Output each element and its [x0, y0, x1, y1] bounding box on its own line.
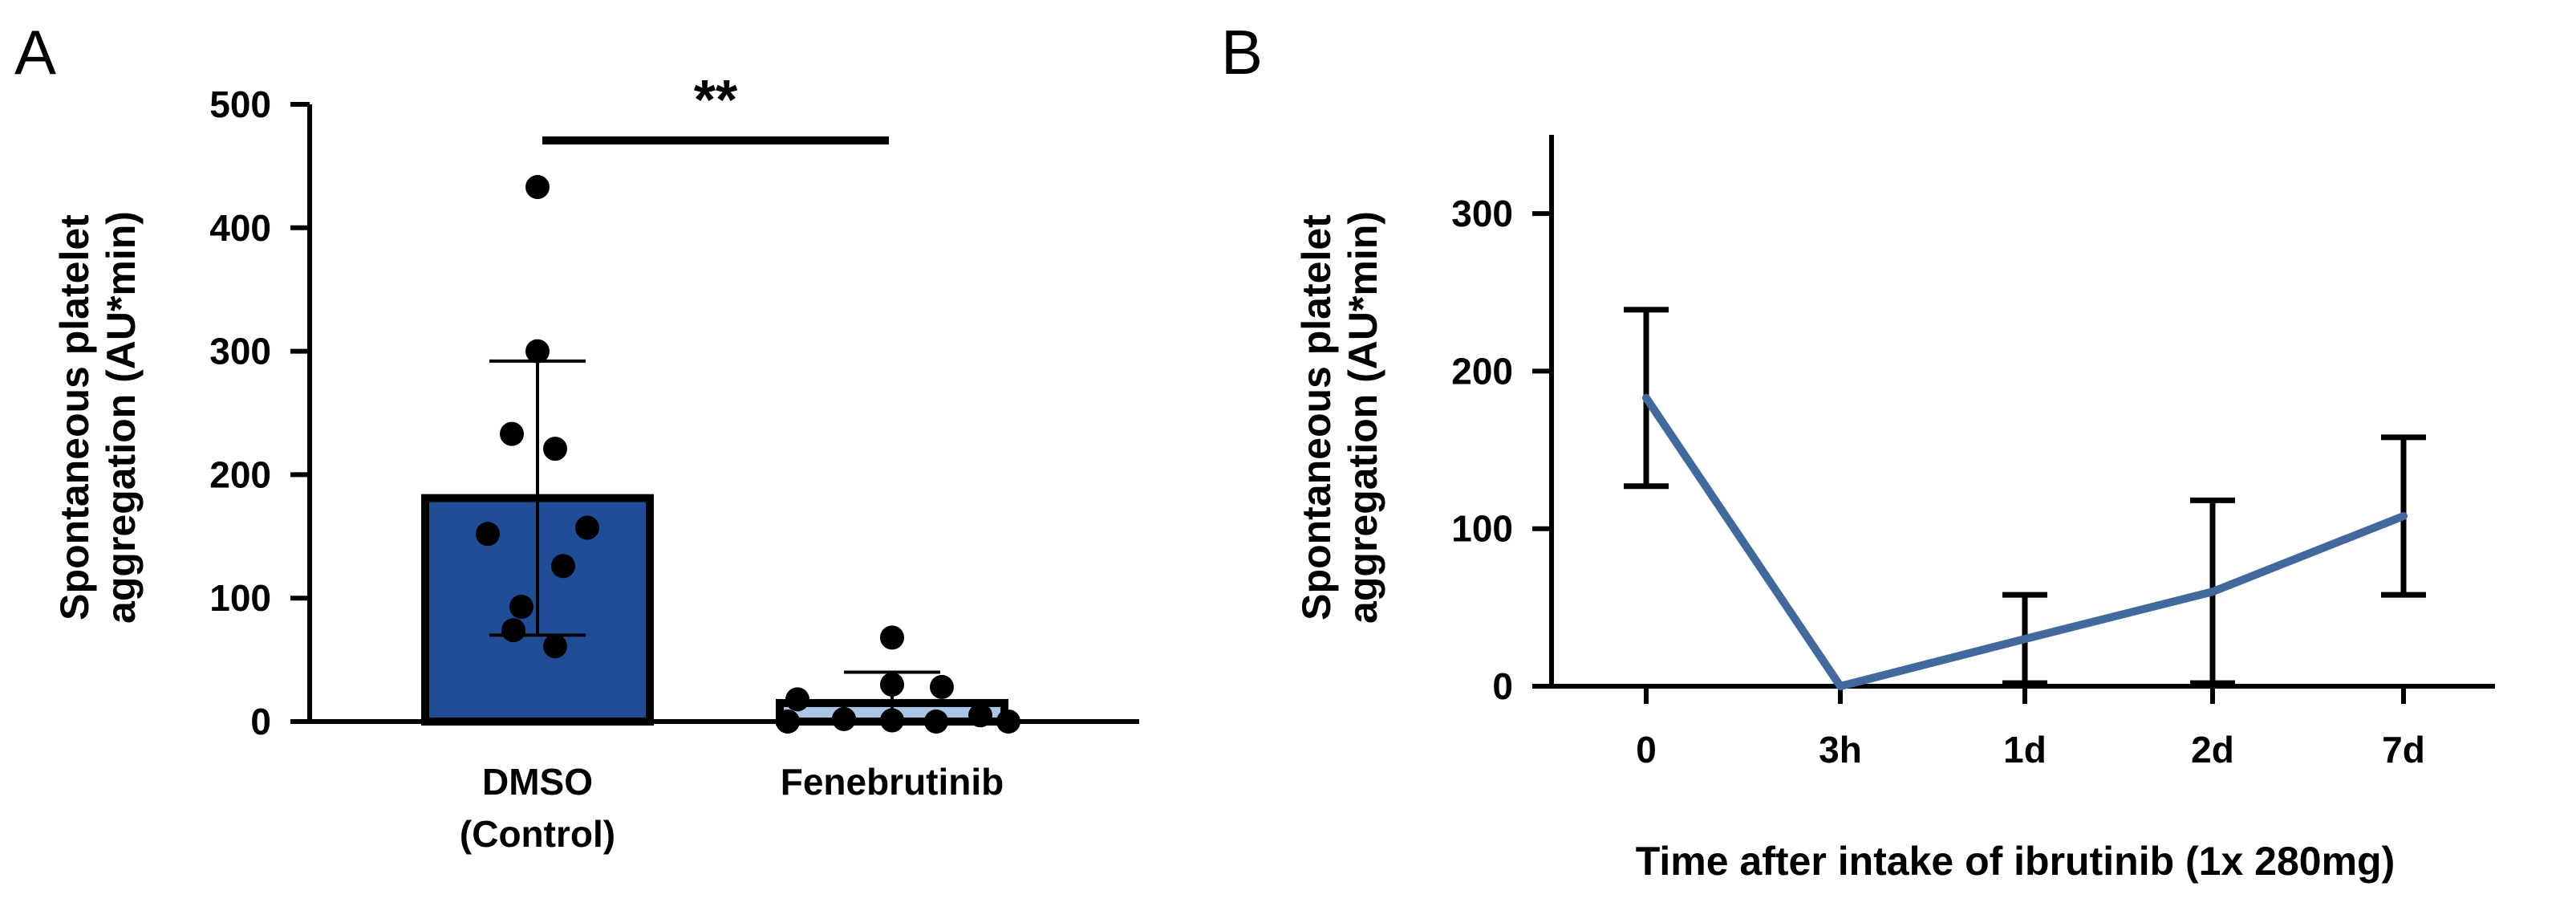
panel-b-x-tick-label: 7d — [2382, 729, 2425, 771]
panel-b-x-axis-label: Time after intake of ibrutinib (1x 280mg… — [1636, 839, 2395, 884]
panel-b-y-tick-label: 200 — [1451, 350, 1513, 392]
panel-b: B Spontaneous platelet aggregation (AU*m… — [1221, 17, 2495, 884]
panel-b-x-tick-label: 0 — [1636, 729, 1657, 771]
x-label-fenebrutinib: Fenebrutinib — [781, 761, 1004, 803]
panel-a-y-axis-label-line1: Spontaneous platelet — [52, 214, 97, 620]
data-point — [501, 618, 525, 643]
data-point — [543, 634, 567, 659]
data-point — [880, 672, 904, 697]
panel-b-series-line — [1642, 393, 2408, 690]
data-point — [832, 706, 856, 731]
data-point — [543, 437, 567, 462]
data-point — [509, 594, 533, 619]
panel-b-letter: B — [1221, 17, 1263, 87]
panel-a: A Spontaneous platelet aggregation (AU*m… — [14, 17, 1139, 855]
data-point — [880, 625, 904, 650]
panel-b-x-ticks: 0 3h 1d 2d 7d — [1636, 686, 2425, 771]
panel-a-y-tick-label: 500 — [209, 83, 271, 125]
data-point — [476, 522, 500, 547]
panel-b-x-tick-label: 1d — [2003, 729, 2047, 771]
x-label-dmso: DMSO — [482, 761, 593, 803]
panel-b-y-axis-label-line2: aggregation (AU*min) — [1341, 211, 1385, 624]
panel-a-y-ticks: 0 100 200 300 400 500 — [209, 83, 310, 742]
data-point — [575, 515, 599, 540]
panel-b-error-bars — [1624, 307, 2426, 686]
panel-b-y-tick-label: 300 — [1451, 193, 1513, 234]
panel-a-y-axis-label-line2: aggregation (AU*min) — [99, 211, 144, 624]
data-point — [551, 554, 575, 579]
data-point — [525, 175, 550, 200]
significance-label: ** — [694, 68, 738, 131]
data-point — [525, 339, 550, 364]
panel-a-y-tick-label: 200 — [209, 453, 271, 495]
data-point — [500, 421, 524, 446]
panel-a-y-tick-label: 0 — [250, 701, 271, 742]
panel-a-y-tick-label: 300 — [209, 331, 271, 372]
data-point — [785, 687, 809, 712]
panel-b-y-axis-label-line1: Spontaneous platelet — [1294, 214, 1339, 620]
panel-b-y-ticks: 0 100 200 300 — [1451, 193, 1552, 707]
panel-a-y-tick-label: 100 — [209, 577, 271, 619]
panel-b-x-tick-label: 2d — [2191, 729, 2234, 771]
data-point — [930, 674, 954, 699]
panel-b-y-tick-label: 100 — [1451, 508, 1513, 550]
panel-b-x-tick-label: 3h — [1819, 729, 1862, 771]
panel-a-letter: A — [14, 17, 56, 87]
panel-a-y-tick-label: 400 — [209, 207, 271, 249]
panel-a-points — [476, 175, 1020, 734]
x-label-dmso-sublabel: (Control) — [460, 813, 615, 855]
panel-b-y-tick-label: 0 — [1492, 665, 1513, 707]
